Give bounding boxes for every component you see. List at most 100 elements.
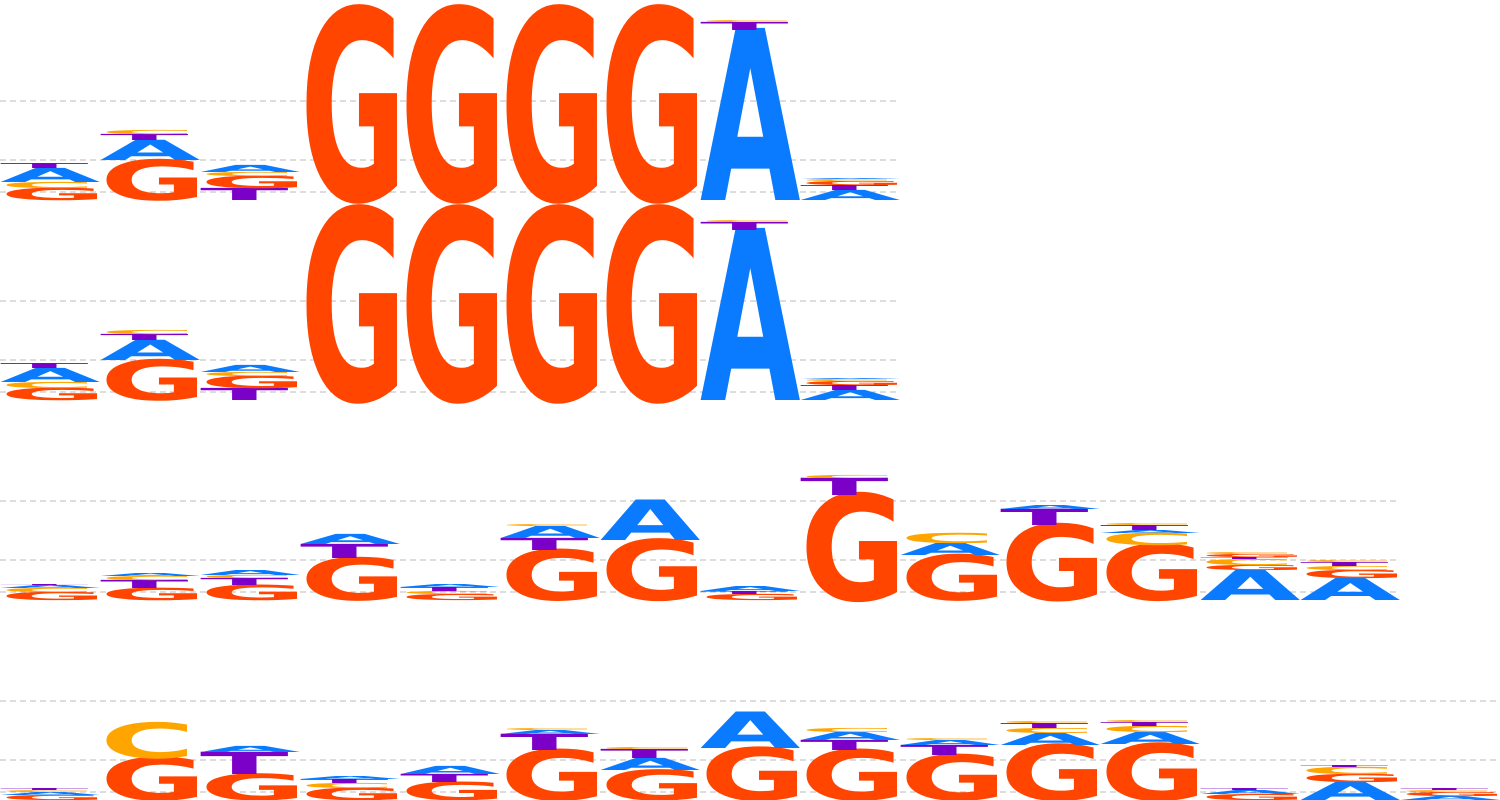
logo-letter-g: G [400,777,507,800]
logo-letter-a: A [500,729,601,735]
logo-letter-c: C [1300,559,1395,562]
logo-letter-g: G [500,156,607,463]
logo-letter-a: A [1300,777,1401,800]
logo-letter-a: A [800,378,901,380]
logo-letter-c: C [1100,530,1195,549]
logo-letter-a: A [1200,789,1301,795]
logo-letter-t: T [100,132,189,142]
logo-letter-t: T [100,578,189,591]
logo-letter-g: G [1400,791,1500,797]
logo-letter-g: G [500,0,607,263]
logo-letter-g: G [500,535,607,616]
logo-letter-g: G [0,385,107,404]
logo-letter-t: T [500,535,589,554]
logo-letter-c: C [1100,724,1195,734]
logo-letter-a: A [600,488,701,553]
logo-letter-t: T [100,332,189,342]
logo-letter-t: T [1200,556,1289,559]
logo-letter-c: C [0,789,95,792]
logo-letter-a: A [800,730,901,743]
logo-letter-c: C [200,574,295,579]
logo-letter-c: C [500,727,595,730]
logo-letter-t: T [0,362,89,370]
logo-letter-g: G [500,735,607,800]
logo-letter-c: C [800,474,895,479]
logo-letter-t: T [600,746,689,761]
logo-letter-a: A [400,583,500,588]
logo-letter-a: A [800,187,901,203]
logo-letter-t: T [1300,764,1389,767]
logo-letter-a: A [700,0,801,256]
logo-letter-t: T [800,184,889,192]
logo-letter-t: T [500,729,589,755]
logo-letter-g: G [200,581,307,605]
logo-letter-c: C [1300,765,1395,776]
logo-letter-c: C [1200,557,1295,567]
logo-letter-g: G [100,348,207,413]
logo-letter-t: T [700,590,789,595]
logo-letter-g: G [1000,504,1107,625]
logo-letter-a: A [400,764,501,777]
logo-letter-c: C [600,746,695,749]
logo-letter-a: A [100,135,201,167]
logo-letter-g: G [400,0,507,263]
logo-letter-g: G [1100,530,1207,619]
logo-letter-t: T [300,540,389,563]
logo-letter-g: G [300,785,407,800]
logo-letter-c: C [1400,789,1495,792]
logo-letter-t: T [200,185,289,204]
logo-letter-t: T [200,746,289,782]
logo-letter-c: C [300,782,395,790]
logo-letter-g: G [800,735,907,800]
logo-letter-c: C [1000,727,1095,735]
logo-letter-g: G [1200,564,1307,572]
logo-letter-a: A [1000,730,1101,749]
logo-letter-g: G [400,156,507,463]
logo-letter-c: C [100,713,195,770]
logo-letter-g: G [100,746,207,800]
logo-letter-c: C [800,727,895,733]
logo-letter-a: A [300,775,400,780]
logo-letter-c: C [700,219,795,222]
logo-letter-a: A [1100,729,1201,748]
logo-letter-g: G [200,373,307,392]
logo-letter-g: G [0,590,107,603]
logo-letter-c: C [200,371,295,377]
logo-letter-t: T [1300,561,1389,567]
logo-letter-g: G [900,542,1007,615]
logo-letter-t: T [1000,504,1089,530]
logo-letter-g: G [1300,772,1407,785]
logo-letter-t: T [800,737,889,753]
logo-letter-a: A [0,164,101,187]
logo-letter-c: C [1200,551,1295,554]
logo-letter-c: C [100,575,195,581]
logo-letter-a: A [100,572,200,577]
logo-letter-t: T [0,787,89,790]
logo-letter-t: T [1400,787,1489,790]
logo-letter-t: T [700,220,789,233]
logo-letter-a: A [500,523,601,542]
logo-letter-t: T [1000,722,1089,730]
logo-letter-g: G [800,180,907,186]
logo-letter-a: A [100,335,201,367]
logo-letter-g: G [0,794,107,800]
logo-letter-t: T [400,772,489,785]
logo-letter-a: A [1100,529,1200,534]
logo-letter-a: A [0,791,100,796]
logo-letter-a: A [800,387,901,403]
logo-letter-t: T [200,576,289,587]
logo-letter-c: C [800,178,895,181]
logo-letter-a: A [200,363,301,374]
logo-letter-a: A [700,702,801,760]
logo-letter-g: G [100,585,207,604]
logo-letter-a: A [800,178,901,180]
logo-letter-c: C [0,587,95,593]
logo-letter-t: T [400,586,489,592]
logo-letter-g: G [700,592,807,602]
logo-letter-a: A [700,181,801,456]
logo-letter-a: A [900,540,1001,559]
logo-letter-g: G [300,0,407,263]
logo-letter-a: A [1300,572,1401,608]
